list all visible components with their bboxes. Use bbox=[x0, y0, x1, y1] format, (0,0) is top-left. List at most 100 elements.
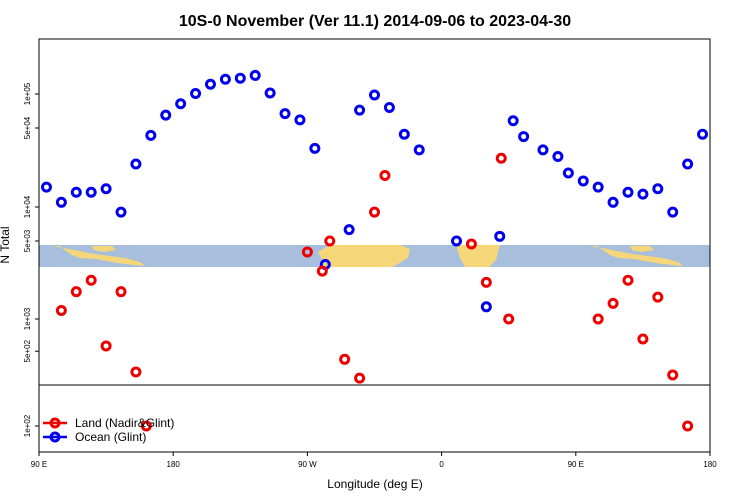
ocean-data-point bbox=[518, 131, 530, 143]
ocean-data-point bbox=[562, 167, 574, 179]
ocean-data-point bbox=[145, 129, 157, 141]
legend-entry-land: Land (Nadir&Glint) bbox=[43, 416, 174, 430]
x-tick-label: 90 E bbox=[31, 460, 47, 469]
y-tick-label: 1e+02 bbox=[23, 414, 32, 437]
land-data-point bbox=[667, 369, 679, 381]
map-band bbox=[39, 245, 710, 267]
x-tick-label: 0 bbox=[439, 460, 444, 469]
land-data-point bbox=[115, 286, 127, 298]
land-data-point bbox=[55, 305, 67, 317]
land-data-point bbox=[339, 353, 351, 365]
x-tick-label: 90 E bbox=[568, 460, 584, 469]
ocean-data-point bbox=[160, 109, 172, 121]
land-data-point bbox=[301, 246, 313, 258]
ocean-data-point bbox=[637, 188, 649, 200]
y-tick-label: 1e+03 bbox=[23, 307, 32, 330]
land-data-point bbox=[316, 265, 328, 277]
ocean-data-point bbox=[343, 224, 355, 236]
land-data-point bbox=[682, 420, 694, 432]
ocean-data-point bbox=[607, 196, 619, 208]
legend-marker-ocean bbox=[49, 431, 61, 443]
land-data-point bbox=[140, 420, 152, 432]
ocean-data-point bbox=[40, 181, 52, 193]
legend: Land (Nadir&Glint) Ocean (Glint) bbox=[43, 416, 174, 444]
land-data-point bbox=[480, 276, 492, 288]
y-tick-label: 1e+04 bbox=[23, 195, 32, 218]
ocean-data-point bbox=[234, 72, 246, 84]
y-tick-label: 1e+05 bbox=[23, 82, 32, 105]
y-tick-label: 5e+04 bbox=[23, 116, 32, 139]
ocean-data-point bbox=[451, 235, 463, 247]
ocean-data-point bbox=[507, 115, 519, 127]
ocean-data-point bbox=[264, 87, 276, 99]
ocean-data-point bbox=[413, 144, 425, 156]
ocean-data-point bbox=[115, 206, 127, 218]
land-data-point bbox=[592, 313, 604, 325]
ocean-data-point bbox=[279, 108, 291, 120]
land-shape-sumatra-repeat bbox=[590, 246, 683, 266]
y-tick-label: 5e+03 bbox=[23, 229, 32, 252]
land-data-point bbox=[85, 274, 97, 286]
legend-label-ocean: Ocean (Glint) bbox=[75, 430, 146, 444]
ocean-data-point bbox=[383, 101, 395, 113]
land-shape-africa bbox=[456, 245, 500, 267]
legend-entry-ocean: Ocean (Glint) bbox=[43, 430, 146, 444]
land-data-point bbox=[503, 313, 515, 325]
series-land bbox=[55, 152, 694, 432]
ocean-data-point bbox=[652, 183, 664, 195]
ocean-data-point bbox=[130, 158, 142, 170]
y-tick-label: 5e+02 bbox=[23, 339, 32, 362]
land-data-point bbox=[622, 274, 634, 286]
land-data-point bbox=[379, 169, 391, 181]
land-data-point bbox=[70, 286, 82, 298]
series-ocean bbox=[40, 69, 709, 313]
x-tick-label: 180 bbox=[703, 460, 717, 469]
x-axis-label: Longitude (deg E) bbox=[327, 477, 422, 491]
ocean-data-point bbox=[354, 104, 366, 116]
x-tick-label: 180 bbox=[167, 460, 181, 469]
ocean-data-point bbox=[204, 78, 216, 90]
ocean-data-point bbox=[100, 183, 112, 195]
land-data-point bbox=[465, 238, 477, 250]
ocean-data-point bbox=[70, 186, 82, 198]
plot-border bbox=[38, 38, 711, 453]
ocean-data-point bbox=[682, 158, 694, 170]
legend-label-land: Land (Nadir&Glint) bbox=[75, 416, 174, 430]
ocean-data-point bbox=[480, 301, 492, 313]
land-data-point bbox=[324, 235, 336, 247]
ocean-data-point bbox=[219, 73, 231, 85]
ocean-data-point bbox=[369, 89, 380, 101]
land-shape-south-america bbox=[318, 245, 410, 267]
ocean-data-point bbox=[592, 181, 604, 193]
ocean-data-point bbox=[577, 175, 589, 187]
land-shape-borneo-repeat bbox=[630, 246, 654, 252]
data-series bbox=[40, 69, 709, 432]
ocean-data-point bbox=[249, 69, 261, 81]
ocean-data-point bbox=[667, 206, 679, 218]
ocean-data-point bbox=[622, 186, 634, 198]
ocean-data-point bbox=[190, 88, 202, 100]
land-data-point bbox=[369, 206, 380, 218]
land-data-point bbox=[637, 333, 649, 345]
land-shape-sumatra bbox=[52, 246, 145, 266]
x-tick-label: 90 W bbox=[298, 460, 317, 469]
land-data-point bbox=[100, 340, 112, 352]
ocean-data-point bbox=[294, 114, 306, 126]
ocean-data-point bbox=[552, 150, 564, 162]
legend-marker-land bbox=[49, 417, 61, 429]
y-axis: 1e+02 5e+02 1e+03 5e+03 1e+04 5e+04 1e+05 bbox=[23, 82, 39, 437]
ocean-data-point bbox=[697, 128, 709, 140]
land-data-point bbox=[354, 372, 366, 384]
land-data-point bbox=[495, 152, 507, 164]
ocean-data-point bbox=[85, 186, 97, 198]
x-axis: 90 E 180 90 W 0 90 E 180 bbox=[31, 452, 717, 469]
ocean-data-point bbox=[494, 230, 506, 242]
ocean-data-point bbox=[537, 144, 549, 156]
land-shape-borneo bbox=[92, 246, 116, 252]
y-axis-label: N Total bbox=[0, 226, 12, 263]
land-data-point bbox=[130, 366, 142, 378]
land-data-point bbox=[652, 291, 664, 303]
ocean-data-point bbox=[175, 98, 187, 110]
chart-title: 10S-0 November (Ver 11.1) 2014-09-06 to … bbox=[179, 13, 571, 30]
